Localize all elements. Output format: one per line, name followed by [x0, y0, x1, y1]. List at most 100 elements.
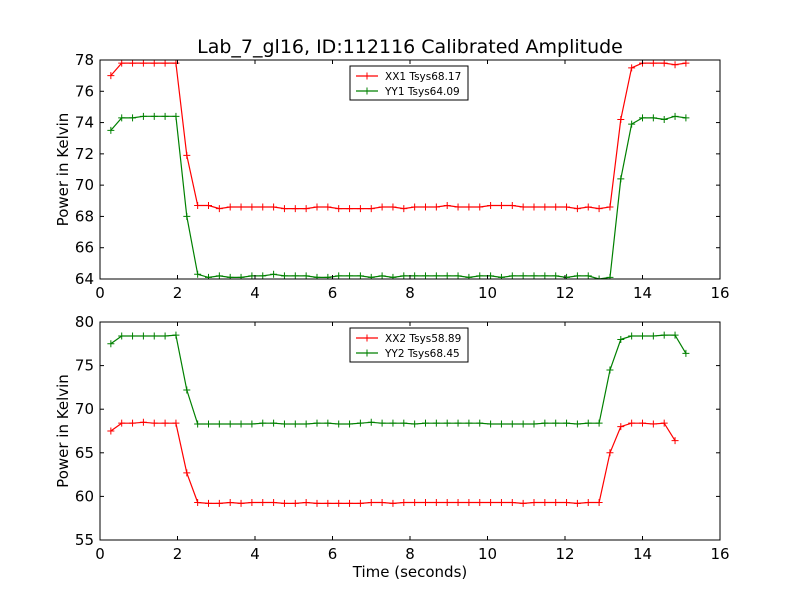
data-point [508, 272, 516, 279]
series-line [110, 115, 686, 279]
data-point [432, 203, 440, 211]
data-point [649, 332, 657, 340]
data-point [324, 273, 332, 279]
data-point [541, 499, 549, 507]
data-point [649, 114, 657, 122]
chart-title: Lab_7_gl16, ID:112116 Calibrated Amplitu… [197, 36, 623, 58]
data-point [259, 419, 267, 427]
data-point [660, 115, 668, 123]
data-point [530, 499, 538, 507]
legend-marker [363, 349, 371, 357]
x-tick-label: 0 [95, 545, 105, 563]
data-point [682, 60, 690, 67]
data-point [519, 499, 527, 507]
data-point [302, 272, 310, 279]
data-point [563, 499, 571, 507]
series-2 [107, 112, 690, 279]
data-point [465, 273, 473, 279]
data-point [291, 420, 299, 428]
data-point [194, 201, 202, 209]
data-point [400, 272, 408, 279]
data-point [205, 420, 212, 428]
data-point [346, 272, 354, 279]
x-tick-label: 2 [173, 284, 183, 302]
data-point [248, 272, 256, 279]
data-point [541, 203, 549, 211]
data-point [563, 273, 571, 279]
data-point [324, 499, 332, 507]
data-point [422, 419, 429, 427]
data-point [139, 112, 147, 120]
data-point [508, 420, 516, 428]
data-point [367, 499, 375, 507]
legend: XX1 Tsys68.17 YY1 Tsys64.09 [349, 65, 469, 101]
x-tick-label: 6 [328, 284, 338, 302]
data-point [291, 205, 299, 213]
y-tick-label: 70 [75, 176, 94, 194]
x-tick-label: 4 [250, 284, 260, 302]
data-point [129, 114, 137, 122]
data-point [584, 203, 592, 211]
x-tick-label: 12 [555, 545, 574, 563]
data-point [465, 203, 473, 211]
data-point [346, 499, 354, 507]
data-point [324, 203, 332, 211]
y-tick-label: 72 [75, 145, 94, 163]
data-point [671, 112, 679, 120]
data-point [411, 420, 419, 428]
data-point [150, 60, 158, 67]
data-point [595, 499, 603, 507]
data-point [411, 499, 419, 507]
data-point [497, 273, 505, 279]
data-point [628, 332, 636, 340]
data-point [356, 499, 364, 507]
data-point [519, 420, 527, 428]
data-point [400, 499, 408, 507]
data-point [487, 201, 495, 209]
data-point [172, 419, 180, 427]
data-point [465, 499, 473, 507]
data-point [497, 499, 505, 507]
data-point [215, 499, 223, 507]
data-point [194, 420, 202, 428]
data-point [356, 272, 364, 279]
data-point [530, 420, 538, 428]
data-point [313, 203, 321, 211]
data-point [367, 418, 375, 426]
legend: XX2 Tsys58.89 YY2 Tsys68.45 [349, 327, 469, 363]
y-tick-label: 70 [75, 400, 94, 418]
data-point [172, 60, 180, 67]
data-point [356, 419, 364, 427]
data-point [367, 273, 375, 279]
data-point [280, 499, 288, 507]
data-point [487, 499, 495, 507]
data-point [270, 203, 278, 211]
y-tick-label: 64 [75, 270, 94, 288]
data-point [335, 420, 343, 428]
data-point [552, 203, 560, 211]
y-tick-label: 68 [75, 207, 94, 225]
data-point [606, 449, 614, 457]
data-point [530, 203, 538, 211]
data-point [150, 332, 158, 340]
data-point [378, 272, 386, 279]
data-point [476, 203, 484, 211]
legend-marker [363, 334, 371, 342]
y-tick-label: 80 [75, 313, 94, 331]
data-point [270, 419, 278, 427]
data-point [497, 420, 505, 428]
data-point [183, 386, 191, 394]
data-point [389, 203, 397, 211]
bottom-plot: 0 2 4 6 8 10 12 14 16 55 60 65 70 75 80 Power in Kelvin… [54, 313, 730, 581]
legend-label: YY2 Tsys68.45 [384, 348, 460, 360]
data-point [280, 420, 288, 428]
data-point [205, 201, 212, 209]
data-point [335, 205, 343, 213]
data-point [671, 331, 679, 339]
data-point [573, 272, 581, 279]
data-point [346, 420, 354, 428]
data-point [487, 272, 495, 279]
legend-label: XX2 Tsys58.89 [385, 333, 461, 345]
data-point [313, 419, 321, 427]
data-point [584, 499, 592, 507]
